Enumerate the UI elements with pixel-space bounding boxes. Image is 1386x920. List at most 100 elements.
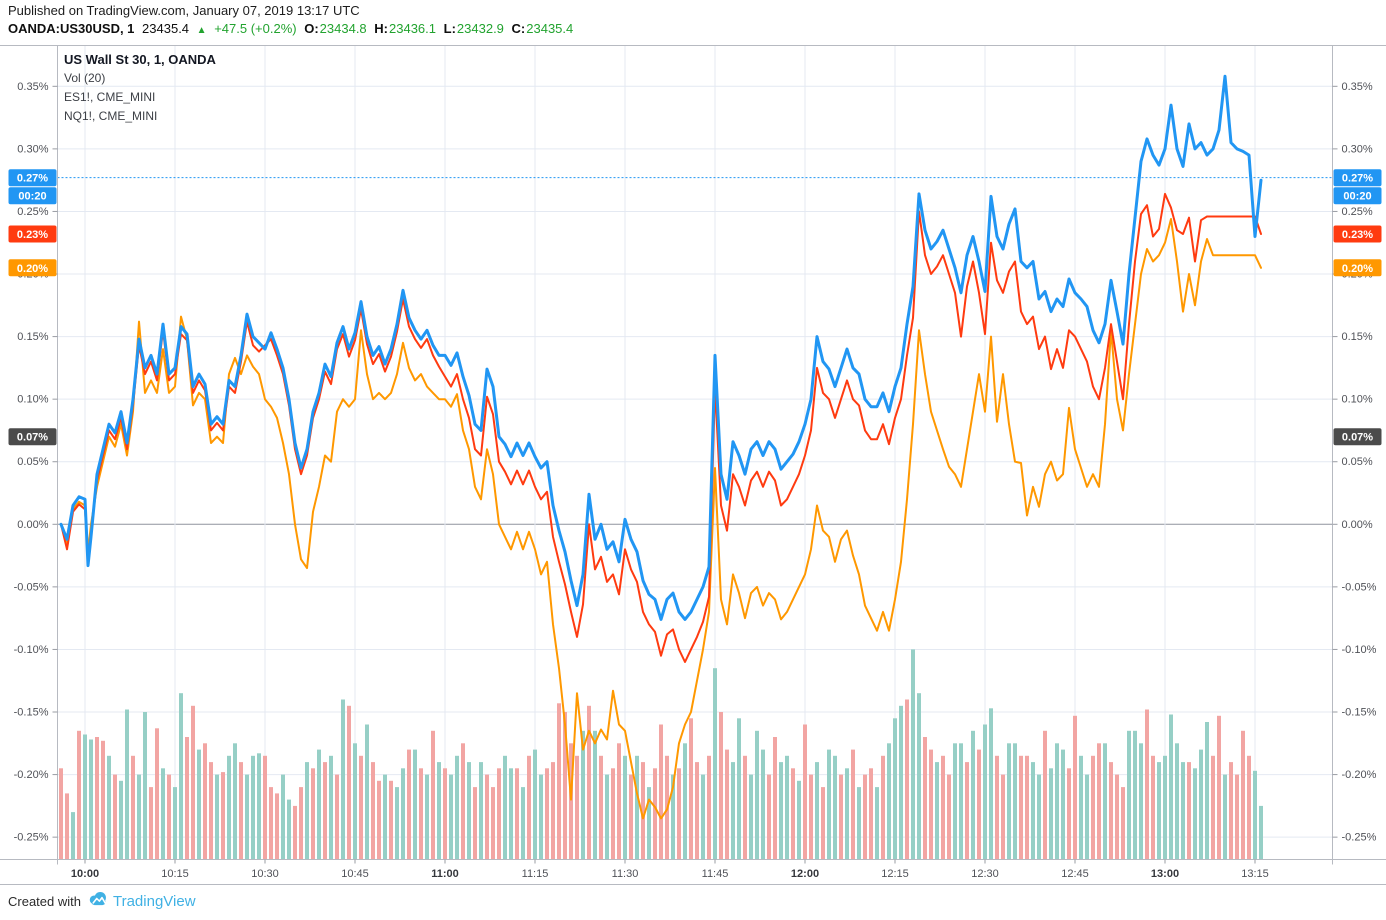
x-tick-label: 10:00	[71, 868, 99, 880]
us30-price-label-plate	[1333, 169, 1382, 187]
volume-bar	[719, 712, 723, 859]
volume-bar	[1115, 774, 1119, 859]
volume-bar	[749, 774, 753, 859]
volume-bar	[527, 755, 531, 859]
volume-bar	[395, 787, 399, 859]
volume-bar	[845, 768, 849, 859]
volume-bar	[911, 649, 915, 859]
volume-bar	[1235, 774, 1239, 859]
volume-bar	[239, 762, 243, 859]
es1-price-label-plate	[8, 225, 57, 243]
x-tick-label: 13:15	[1241, 868, 1269, 880]
volume-bar	[431, 730, 435, 859]
vol-level-label: 0.07%	[1342, 432, 1373, 444]
volume-bar	[941, 755, 945, 859]
legend-compare-nq1[interactable]: NQ1!, CME_MINI	[64, 109, 158, 123]
nq1-price-label-plate	[8, 259, 57, 277]
volume-bar	[1151, 755, 1155, 859]
volume-bar	[449, 774, 453, 859]
y-tick-label: -0.10%	[14, 644, 49, 656]
volume-bar	[59, 768, 63, 859]
volume-bar	[419, 768, 423, 859]
volume-bar	[827, 749, 831, 859]
volume-bar	[1139, 743, 1143, 859]
volume-bar	[245, 774, 249, 859]
volume-bar	[623, 755, 627, 859]
series-line-us30usd[interactable]	[59, 74, 1263, 621]
volume-bar	[491, 787, 495, 859]
volume-bar	[365, 724, 369, 859]
high-label: H:	[374, 21, 389, 36]
volume-bar	[1181, 762, 1185, 859]
volume-bar	[773, 737, 777, 859]
legend-compare-es1[interactable]: ES1!, CME_MINI	[64, 90, 156, 104]
volume-bar	[743, 755, 747, 859]
volume-bar	[257, 753, 261, 859]
volume-bar	[335, 774, 339, 859]
y-tick-label: 0.25%	[1342, 206, 1373, 218]
us30-price-label: 0.27%	[1342, 173, 1373, 185]
volume-bar	[923, 737, 927, 859]
volume-bar	[869, 768, 873, 859]
us30-price-label: 0.27%	[17, 173, 48, 185]
volume-bars	[59, 649, 1263, 859]
volume-bar	[317, 749, 321, 859]
volume-bar	[1121, 787, 1125, 859]
x-tick-label: 12:00	[791, 868, 819, 880]
volume-bar	[293, 805, 297, 859]
volume-bar	[1097, 743, 1101, 859]
volume-bar	[755, 730, 759, 859]
volume-bar	[185, 737, 189, 859]
volume-bar	[167, 774, 171, 859]
volume-bar	[455, 755, 459, 859]
volume-bar	[311, 768, 315, 859]
volume-bar	[809, 774, 813, 859]
es1-price-label-plate	[1333, 225, 1382, 243]
volume-bar	[377, 780, 381, 859]
volume-bar	[1055, 743, 1059, 859]
volume-bar	[107, 755, 111, 859]
y-tick-label: 0.05%	[17, 456, 48, 468]
volume-bar	[281, 774, 285, 859]
volume-bar	[341, 699, 345, 859]
y-axis-left[interactable]: 0.35% 0.30% 0.25% 0.20% 0.15% 0.10% 0.05% 0.00%…	[14, 81, 58, 844]
countdown-label: 00:20	[1343, 191, 1371, 203]
volume-bar	[731, 762, 735, 859]
volume-bar	[485, 774, 489, 859]
footer: Created with TradingView	[8, 891, 196, 911]
volume-bar	[857, 787, 861, 859]
vol-level-label-plate	[8, 428, 57, 446]
legend-main-symbol[interactable]: US Wall St 30, 1, OANDA	[64, 52, 216, 67]
volume-bar	[1007, 743, 1011, 859]
series-line-nq1[interactable]	[60, 218, 1262, 820]
volume-bar	[725, 749, 729, 859]
tradingview-wordmark[interactable]: TradingView	[112, 892, 196, 910]
x-tick-label: 10:15	[161, 868, 189, 880]
series-line-es1[interactable]	[60, 192, 1262, 663]
volume-bar	[875, 787, 879, 859]
legend-volume-study[interactable]: Vol (20)	[64, 71, 106, 85]
volume-bar	[737, 718, 741, 859]
nq1-price-label: 0.20%	[17, 263, 48, 275]
symbol-status-line: OANDA:US30USD, 1 23435.4 ▲ +47.5 (+0.2%)…	[8, 21, 577, 36]
volume-bar	[95, 737, 99, 859]
volume-bar	[929, 749, 933, 859]
volume-bar	[605, 774, 609, 859]
volume-bar	[227, 755, 231, 859]
volume-bar	[515, 768, 519, 859]
volume-bar	[989, 708, 993, 859]
volume-bar	[251, 755, 255, 859]
x-tick-label: 11:00	[431, 868, 459, 880]
chart-pane[interactable]	[58, 46, 1333, 860]
volume-bar	[803, 724, 807, 859]
countdown-label-plate	[8, 187, 57, 205]
volume-bar	[677, 768, 681, 859]
x-axis[interactable]: 10:00 10:15 10:30 10:45 11:00 11:15 11:30 11:45…	[71, 859, 1269, 881]
volume-bar	[995, 755, 999, 859]
volume-bar	[557, 703, 561, 859]
volume-bar	[833, 755, 837, 859]
y-tick-label: 0.35%	[17, 81, 48, 93]
volume-bar	[83, 734, 87, 859]
volume-bar	[641, 762, 645, 859]
